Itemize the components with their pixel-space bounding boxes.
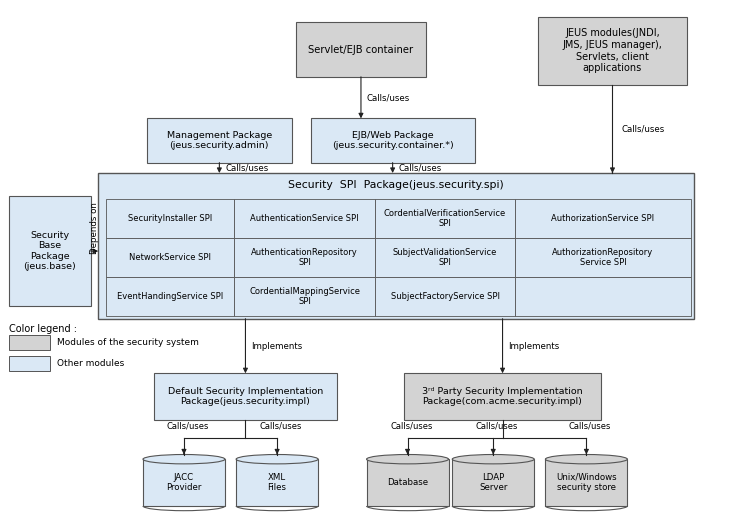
Text: Implements: Implements bbox=[509, 342, 560, 350]
Text: AuthenticationRepository
SPI: AuthenticationRepository SPI bbox=[251, 248, 358, 267]
Text: CordentialMappingService
SPI: CordentialMappingService SPI bbox=[249, 287, 360, 306]
Text: Depends on: Depends on bbox=[90, 202, 99, 254]
Text: AuthorizationRepository
Service SPI: AuthorizationRepository Service SPI bbox=[552, 248, 654, 267]
Text: Calls/uses: Calls/uses bbox=[399, 163, 442, 173]
FancyBboxPatch shape bbox=[105, 238, 234, 277]
Text: Unix/Windows
security store: Unix/Windows security store bbox=[556, 473, 616, 492]
FancyBboxPatch shape bbox=[234, 277, 375, 316]
Text: EventHandingService SPI: EventHandingService SPI bbox=[117, 292, 223, 301]
FancyBboxPatch shape bbox=[9, 197, 91, 306]
FancyBboxPatch shape bbox=[375, 277, 515, 316]
Text: JACC
Provider: JACC Provider bbox=[166, 473, 202, 492]
FancyBboxPatch shape bbox=[515, 277, 690, 316]
Text: XML
Files: XML Files bbox=[268, 473, 286, 492]
Text: Other modules: Other modules bbox=[58, 359, 124, 368]
Text: SubjectValidationService
SPI: SubjectValidationService SPI bbox=[393, 248, 497, 267]
Ellipse shape bbox=[453, 454, 534, 464]
Text: SubjectFactoryService SPI: SubjectFactoryService SPI bbox=[390, 292, 500, 301]
FancyBboxPatch shape bbox=[143, 459, 225, 506]
FancyBboxPatch shape bbox=[295, 22, 426, 77]
FancyBboxPatch shape bbox=[147, 118, 292, 163]
Text: Database: Database bbox=[387, 478, 428, 487]
Text: Calls/uses: Calls/uses bbox=[390, 422, 432, 430]
FancyBboxPatch shape bbox=[9, 335, 50, 350]
Text: Calls/uses: Calls/uses bbox=[225, 163, 269, 173]
FancyBboxPatch shape bbox=[234, 199, 375, 238]
Text: Implements: Implements bbox=[251, 342, 303, 350]
Text: Color legend :: Color legend : bbox=[9, 324, 77, 334]
FancyBboxPatch shape bbox=[98, 173, 694, 319]
FancyBboxPatch shape bbox=[538, 17, 687, 85]
FancyBboxPatch shape bbox=[310, 118, 474, 163]
Text: AuthorizationService SPI: AuthorizationService SPI bbox=[551, 214, 654, 223]
FancyBboxPatch shape bbox=[515, 238, 690, 277]
Ellipse shape bbox=[143, 454, 225, 464]
FancyBboxPatch shape bbox=[375, 199, 515, 238]
FancyBboxPatch shape bbox=[9, 356, 50, 371]
FancyBboxPatch shape bbox=[375, 238, 515, 277]
Ellipse shape bbox=[236, 454, 318, 464]
FancyBboxPatch shape bbox=[236, 459, 318, 506]
FancyBboxPatch shape bbox=[154, 373, 337, 420]
Text: Calls/uses: Calls/uses bbox=[622, 124, 665, 133]
Text: Management Package
(jeus.security.admin): Management Package (jeus.security.admin) bbox=[167, 131, 272, 150]
FancyBboxPatch shape bbox=[105, 199, 234, 238]
Text: NetworkService SPI: NetworkService SPI bbox=[129, 253, 211, 262]
FancyBboxPatch shape bbox=[515, 199, 690, 238]
Text: Calls/uses: Calls/uses bbox=[260, 422, 302, 430]
FancyBboxPatch shape bbox=[404, 373, 601, 420]
FancyBboxPatch shape bbox=[367, 459, 449, 506]
Text: Default Security Implementation
Package(jeus.security.impl): Default Security Implementation Package(… bbox=[168, 387, 323, 406]
Text: CordentialVerificationService
SPI: CordentialVerificationService SPI bbox=[384, 209, 506, 229]
Text: SecurityInstaller SPI: SecurityInstaller SPI bbox=[128, 214, 212, 223]
Text: EJB/Web Package
(jeus.security.container.*): EJB/Web Package (jeus.security.container… bbox=[332, 131, 453, 150]
Ellipse shape bbox=[367, 454, 449, 464]
FancyBboxPatch shape bbox=[545, 459, 628, 506]
Text: Servlet/EJB container: Servlet/EJB container bbox=[308, 44, 414, 54]
Text: Security
Base
Package
(jeus.base): Security Base Package (jeus.base) bbox=[23, 231, 76, 271]
Ellipse shape bbox=[545, 454, 628, 464]
Text: Calls/uses: Calls/uses bbox=[569, 422, 611, 430]
Text: LDAP
Server: LDAP Server bbox=[479, 473, 507, 492]
Text: JEUS modules(JNDI,
JMS, JEUS manager),
Servlets, client
applications: JEUS modules(JNDI, JMS, JEUS manager), S… bbox=[562, 28, 663, 73]
Text: Modules of the security system: Modules of the security system bbox=[58, 338, 199, 347]
Text: Calls/uses: Calls/uses bbox=[167, 422, 209, 430]
Text: Calls/uses: Calls/uses bbox=[367, 93, 410, 102]
Text: Calls/uses: Calls/uses bbox=[476, 422, 518, 430]
FancyBboxPatch shape bbox=[234, 238, 375, 277]
FancyBboxPatch shape bbox=[105, 277, 234, 316]
Text: 3ʳᵈ Party Security Implementation
Package(com.acme.security.impl): 3ʳᵈ Party Security Implementation Packag… bbox=[422, 387, 583, 406]
Text: Security  SPI  Package(jeus.security.spi): Security SPI Package(jeus.security.spi) bbox=[289, 179, 504, 189]
Text: AuthenticationService SPI: AuthenticationService SPI bbox=[251, 214, 359, 223]
FancyBboxPatch shape bbox=[453, 459, 534, 506]
